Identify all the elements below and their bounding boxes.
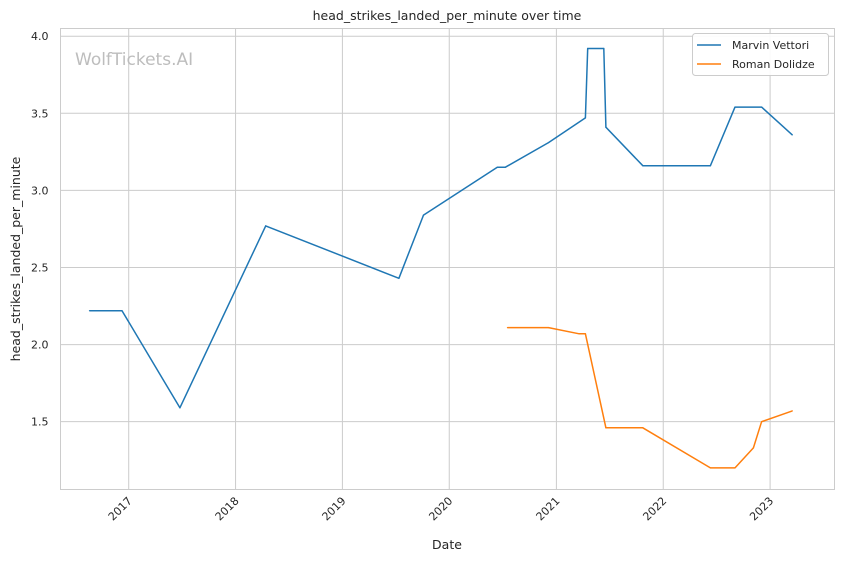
- data-point-marvin-vettori: [761, 106, 763, 108]
- legend: Marvin Vettori Roman Dolidze: [692, 33, 829, 76]
- data-point-roman-dolidze: [709, 467, 712, 469]
- y-tick-label: 1.5: [31, 416, 49, 429]
- data-point-roman-dolidze: [734, 467, 736, 469]
- y-tick-label: 4.0: [31, 30, 49, 43]
- data-point-marvin-vettori: [179, 407, 181, 409]
- y-tick-label: 3.0: [31, 184, 49, 197]
- data-point-roman-dolidze: [791, 410, 793, 412]
- data-point-roman-dolidze: [547, 327, 550, 329]
- data-point-marvin-vettori: [398, 277, 400, 279]
- series-lines: [88, 47, 793, 469]
- data-point-marvin-vettori: [422, 214, 425, 216]
- series-line-marvin-vettori: [89, 47, 793, 409]
- y-tick-labels: 1.5 2.0 2.5 3.0 3.5 4.0: [31, 30, 49, 428]
- data-point-roman-dolidze: [584, 333, 587, 335]
- data-point-marvin-vettori: [88, 310, 91, 312]
- data-point-roman-dolidze: [605, 427, 607, 429]
- data-point-roman-dolidze: [761, 421, 763, 423]
- chart-title: head_strikes_landed_per_minute over time: [313, 8, 582, 23]
- data-point-marvin-vettori: [265, 225, 267, 227]
- data-point-marvin-vettori: [587, 47, 589, 50]
- y-axis-label: head_strikes_landed_per_minute: [8, 156, 23, 361]
- plot-frame: [60, 28, 835, 490]
- data-point-roman-dolidze: [506, 327, 509, 329]
- data-point-marvin-vettori: [496, 166, 498, 168]
- data-point-roman-dolidze: [752, 447, 755, 449]
- data-point-marvin-vettori: [584, 117, 587, 119]
- data-point-marvin-vettori: [642, 165, 644, 167]
- data-point-marvin-vettori: [734, 106, 736, 108]
- data-point-marvin-vettori: [605, 126, 607, 128]
- data-point-marvin-vettori: [603, 47, 605, 50]
- legend-label-marvin-vettori: Marvin Vettori: [732, 39, 809, 52]
- data-point-marvin-vettori: [547, 142, 550, 144]
- data-point-marvin-vettori: [709, 165, 712, 167]
- data-point-roman-dolidze: [578, 333, 580, 335]
- x-axis-label: Date: [432, 537, 462, 552]
- y-tick-label: 3.5: [31, 107, 49, 120]
- y-tick-label: 2.0: [31, 339, 49, 352]
- data-point-marvin-vettori: [121, 310, 123, 312]
- y-tick-label: 2.5: [31, 261, 49, 274]
- data-point-marvin-vettori: [791, 134, 793, 136]
- legend-label-roman-dolidze: Roman Dolidze: [732, 58, 815, 71]
- legend-box: [692, 33, 829, 76]
- data-point-roman-dolidze: [642, 427, 644, 429]
- data-point-marvin-vettori: [504, 166, 506, 168]
- watermark: WolfTickets.AI: [75, 50, 193, 70]
